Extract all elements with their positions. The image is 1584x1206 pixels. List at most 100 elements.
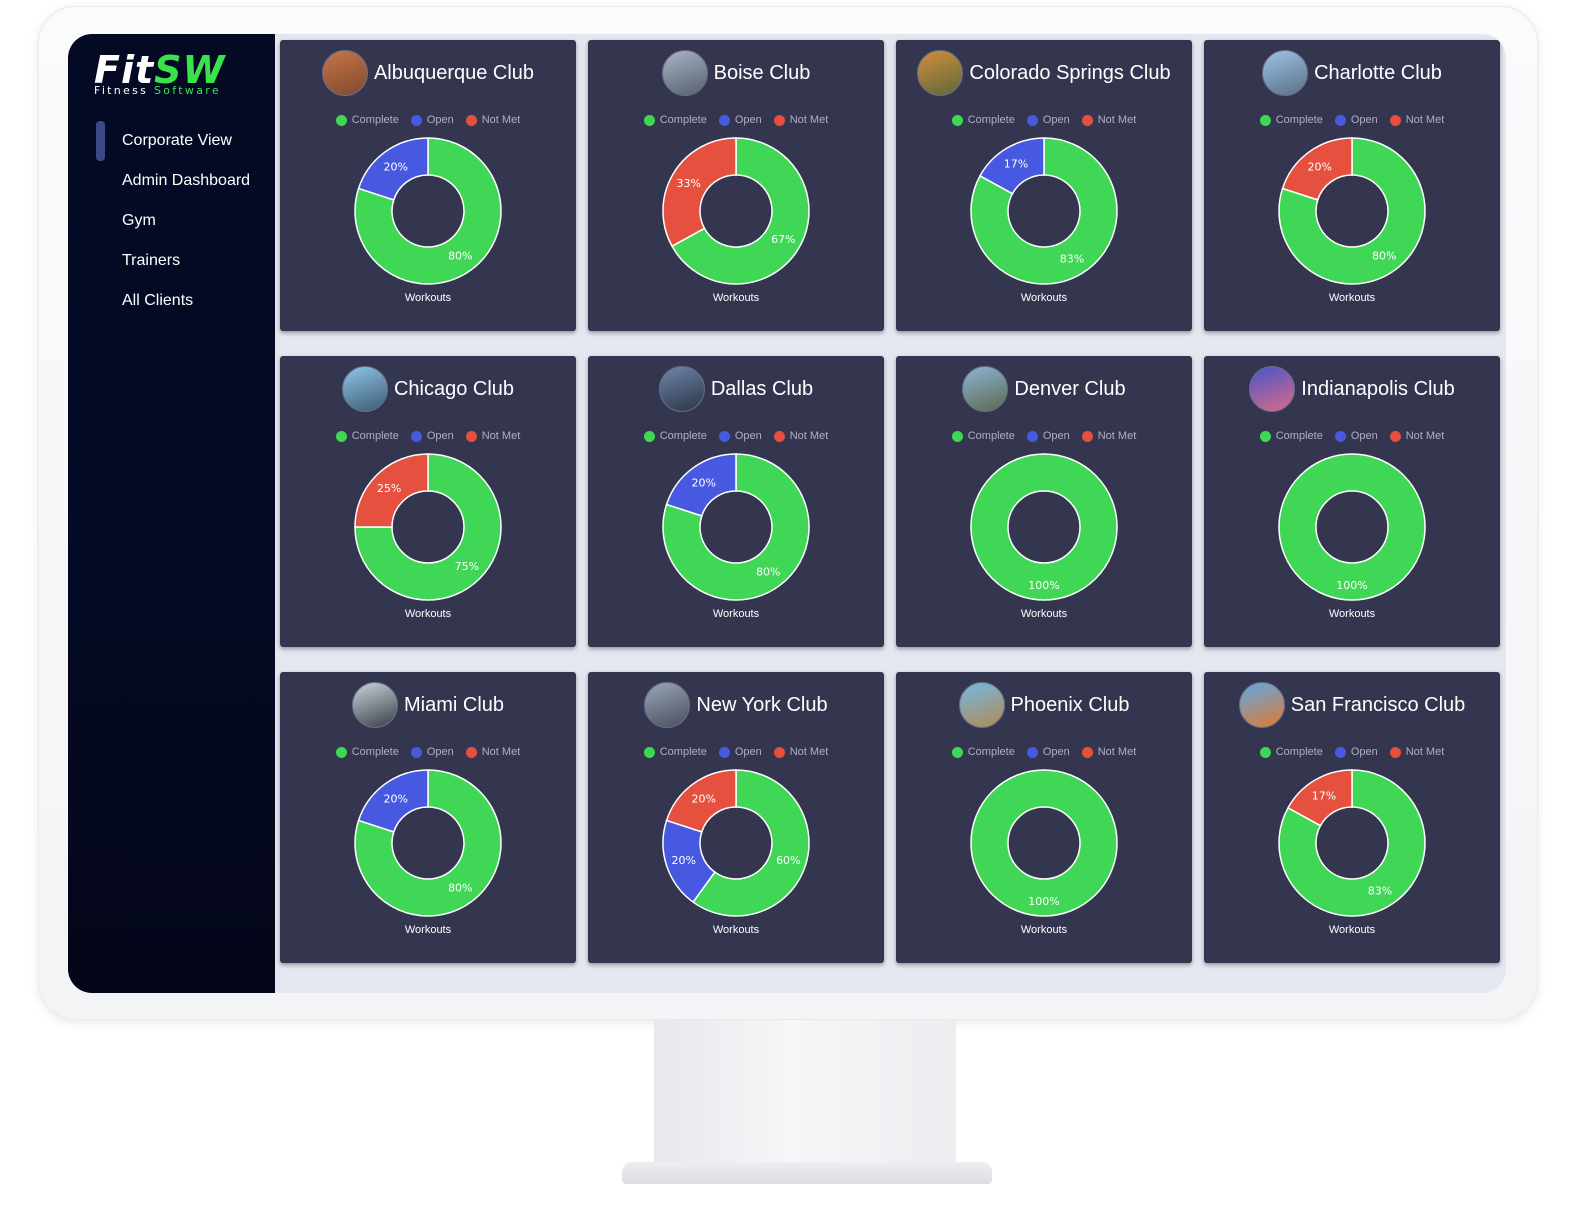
legend-item-complete[interactable]: Complete [951, 430, 1015, 442]
donut-slice-complete[interactable] [662, 453, 810, 601]
legend-item-complete[interactable]: Complete [643, 430, 707, 442]
legend-item-not-met[interactable]: Not Met [1389, 430, 1445, 442]
workouts-donut-chart[interactable]: 100% [969, 452, 1119, 602]
donut-slice-complete[interactable] [970, 453, 1118, 601]
legend-item-not-met[interactable]: Not Met [465, 114, 520, 126]
club-card-charlotte-club[interactable]: Charlotte Club Complete Open Not Met 80% 20% W… [1204, 40, 1500, 331]
donut-slice-open[interactable] [665, 453, 737, 517]
club-name: Boise Club [713, 61, 811, 84]
workouts-donut-chart[interactable]: 80% 20% [353, 136, 503, 286]
legend-item-open[interactable]: Open [718, 114, 762, 126]
legend-item-not-met[interactable]: Not Met [1081, 746, 1136, 758]
legend-item-not-met[interactable]: Not Met [465, 430, 520, 442]
workouts-donut-chart[interactable]: 100% [1277, 452, 1427, 602]
legend-item-complete[interactable]: Complete [643, 746, 707, 758]
workouts-donut-chart[interactable]: 100% [969, 768, 1119, 918]
donut-slice-complete[interactable] [1278, 137, 1426, 285]
workouts-donut-chart[interactable]: 80% 20% [661, 452, 811, 602]
legend-item-not-met[interactable]: Not Met [773, 430, 828, 442]
club-photo-avatar [962, 366, 1009, 412]
legend-item-not-met[interactable]: Not Met [773, 114, 828, 126]
sidebar-item-gym[interactable]: Gym [122, 212, 156, 229]
workouts-donut-chart[interactable]: 80% 20% [353, 768, 503, 918]
legend-item-not-met[interactable]: Not Met [1389, 114, 1444, 126]
legend-item-open[interactable]: Open [718, 430, 762, 442]
donut-slice-not-met[interactable] [1281, 137, 1353, 201]
club-card-header: Chicago Club [280, 366, 576, 412]
legend-item-open[interactable]: Open [410, 430, 454, 442]
donut-slice-open[interactable] [979, 137, 1045, 195]
donut-slice-complete[interactable] [671, 137, 810, 285]
legend-item-complete[interactable]: Complete [335, 430, 399, 442]
donut-slice-complete[interactable] [1278, 453, 1426, 601]
club-card-phoenix-club[interactable]: Phoenix Club Complete Open Not Met 100% Worko… [896, 672, 1192, 963]
legend-item-open[interactable]: Open [1334, 746, 1378, 758]
sidebar-nav: Corporate View Admin Dashboard Gym Trainers… [68, 121, 275, 321]
donut-slice-open[interactable] [357, 769, 429, 833]
legend-item-complete[interactable]: Complete [951, 746, 1015, 758]
club-card-denver-club[interactable]: Denver Club Complete Open Not Met 100% Workou… [896, 356, 1192, 647]
legend-item-open[interactable]: Open [1026, 114, 1070, 126]
logo-wordmark: FitSW [94, 50, 225, 90]
chart-legend: Complete Open Not Met [588, 746, 884, 758]
workouts-donut-chart[interactable]: 75% 25% [353, 452, 503, 602]
legend-item-open[interactable]: Open [1026, 430, 1070, 442]
donut-slice-complete[interactable] [354, 769, 502, 917]
donut-slice-complete[interactable] [970, 769, 1118, 917]
club-card-miami-club[interactable]: Miami Club Complete Open Not Met 80% 20% Worko… [280, 672, 576, 963]
workouts-donut-chart[interactable]: 83% 17% [969, 136, 1119, 286]
legend-item-complete[interactable]: Complete [335, 114, 399, 126]
legend-item-open[interactable]: Open [1026, 746, 1070, 758]
legend-item-complete[interactable]: Complete [1259, 430, 1323, 442]
legend-item-not-met[interactable]: Not Met [1081, 430, 1136, 442]
club-card-albuquerque-club[interactable]: Albuquerque Club Complete Open Not Met 80% 20… [280, 40, 576, 331]
club-card-san-francisco-club[interactable]: San Francisco Club Complete Open Not Met 83%… [1204, 672, 1500, 963]
legend-item-open[interactable]: Open [718, 746, 762, 758]
chart-xlabel: Workouts [404, 924, 452, 936]
workouts-donut-chart[interactable]: 67% 33% [661, 136, 811, 286]
club-card-indianapolis-club[interactable]: Indianapolis Club Complete Open Not Met 100%… [1204, 356, 1500, 647]
legend-item-complete[interactable]: Complete [335, 746, 399, 758]
club-card-dallas-club[interactable]: Dallas Club Complete Open Not Met 80% 20% Work… [588, 356, 884, 647]
legend-item-complete[interactable]: Complete [1259, 746, 1323, 758]
legend-item-not-met[interactable]: Not Met [773, 746, 828, 758]
legend-item-not-met[interactable]: Not Met [465, 746, 520, 758]
donut-slice-open[interactable] [357, 137, 429, 201]
club-card-new-york-club[interactable]: New York Club Complete Open Not Met 60% 20% 20… [588, 672, 884, 963]
legend-item-open[interactable]: Open [410, 746, 454, 758]
workouts-donut-chart[interactable]: 83% 17% [1277, 768, 1427, 918]
donut-slice-complete[interactable] [970, 137, 1118, 285]
sidebar-item-trainers[interactable]: Trainers [122, 252, 181, 269]
legend-item-not-met[interactable]: Not Met [1081, 114, 1136, 126]
fitsw-logo[interactable]: FitSW Fitness Software [94, 50, 224, 100]
club-card-chicago-club[interactable]: Chicago Club Complete Open Not Met 75% 25% Wor… [280, 356, 576, 647]
legend-item-open[interactable]: Open [410, 114, 454, 126]
sidebar-item-all-clients[interactable]: All Clients [122, 292, 194, 309]
legend-item-complete[interactable]: Complete [643, 114, 707, 126]
donut-value-label: 33% [676, 177, 700, 190]
donut-slice-complete[interactable] [354, 453, 502, 601]
sidebar-item-admin-dashboard[interactable]: Admin Dashboard [122, 172, 251, 189]
club-card-header: Boise Club [588, 50, 884, 96]
legend-label: Not Met [1405, 430, 1445, 442]
donut-slice-complete[interactable] [692, 769, 810, 917]
workouts-donut-chart[interactable]: 80% 20% [1277, 136, 1427, 286]
legend-item-open[interactable]: Open [1334, 430, 1378, 442]
donut-slice-complete[interactable] [1278, 769, 1426, 917]
workouts-donut-chart[interactable]: 60% 20% 20% [661, 768, 811, 918]
monitor-screen: FitSW Fitness Software Corporate View Adm… [68, 34, 1506, 993]
donut-value-label: 100% [1028, 895, 1059, 908]
legend-item-open[interactable]: Open [1334, 114, 1378, 126]
sidebar-item-corporate-view[interactable]: Corporate View [68, 121, 275, 161]
donut-slice-not-met[interactable] [1287, 769, 1353, 827]
club-card-boise-club[interactable]: Boise Club Complete Open Not Met 67% 33% Worko… [588, 40, 884, 331]
donut-slice-not-met[interactable] [665, 769, 737, 833]
club-card-colorado-springs-club[interactable]: Colorado Springs Club Complete Open Not Met… [896, 40, 1192, 331]
donut-slice-not-met[interactable] [662, 137, 737, 248]
legend-item-not-met[interactable]: Not Met [1389, 746, 1444, 758]
legend-item-complete[interactable]: Complete [1259, 114, 1323, 126]
legend-item-complete[interactable]: Complete [951, 114, 1015, 126]
donut-slice-not-met[interactable] [354, 453, 429, 528]
donut-slice-complete[interactable] [354, 137, 502, 285]
legend-label: Open [734, 114, 762, 126]
